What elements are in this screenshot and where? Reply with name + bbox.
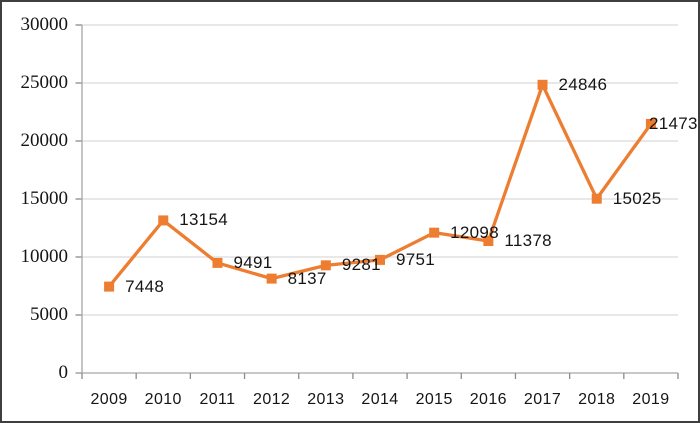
x-tick-label-2019: 2019 <box>632 391 670 408</box>
data-point-marker-2013 <box>320 260 331 271</box>
data-label-2017: 24846 <box>558 74 608 94</box>
x-tick-label-2016: 2016 <box>469 391 507 408</box>
data-point-marker-2015 <box>429 227 440 238</box>
data-point-marker-2009 <box>104 281 115 292</box>
data-label-2015: 12098 <box>450 222 499 242</box>
data-label-2018: 15025 <box>612 188 662 208</box>
data-point-marker-2011 <box>212 257 223 268</box>
y-tick-label-25000: 25000 <box>20 72 69 93</box>
x-tick-label-2015: 2015 <box>415 391 453 408</box>
data-label-2016: 11378 <box>504 231 552 250</box>
y-tick-label-20000: 20000 <box>20 130 69 151</box>
data-label-2011: 9491 <box>233 252 273 272</box>
data-label-2010: 13154 <box>179 210 229 230</box>
x-tick-label-2018: 2018 <box>578 391 616 408</box>
data-point-marker-2014 <box>375 254 385 265</box>
data-label-2014: 9751 <box>396 249 436 269</box>
data-point-marker-2016 <box>483 236 494 247</box>
x-tick-label-2017: 2017 <box>523 391 562 408</box>
data-label-2009: 7448 <box>125 276 165 296</box>
data-label-2013: 9281 <box>341 255 381 275</box>
data-label-2012: 8137 <box>287 268 327 288</box>
y-tick-label-10000: 10000 <box>20 246 69 267</box>
x-tick-label-2013: 2013 <box>307 391 345 408</box>
data-point-marker-2012 <box>266 273 277 284</box>
x-tick-label-2012: 2012 <box>253 391 291 408</box>
y-tick-label-15000: 15000 <box>20 188 69 209</box>
data-point-marker-2018 <box>591 193 602 204</box>
y-tick-label-0: 0 <box>58 362 69 383</box>
x-tick-label-2010: 2010 <box>144 391 182 408</box>
data-label-2019: 21473 <box>649 113 698 133</box>
x-tick-label-2014: 2014 <box>361 391 399 408</box>
y-tick-label-30000: 30000 <box>20 14 69 35</box>
y-tick-label-5000: 5000 <box>30 304 68 325</box>
x-tick-label-2011: 2011 <box>199 391 236 408</box>
x-tick-label-2009: 2009 <box>90 391 128 408</box>
data-point-marker-2017 <box>537 79 548 90</box>
data-point-marker-2010 <box>158 215 169 226</box>
data-point-marker-2019 <box>645 118 656 129</box>
